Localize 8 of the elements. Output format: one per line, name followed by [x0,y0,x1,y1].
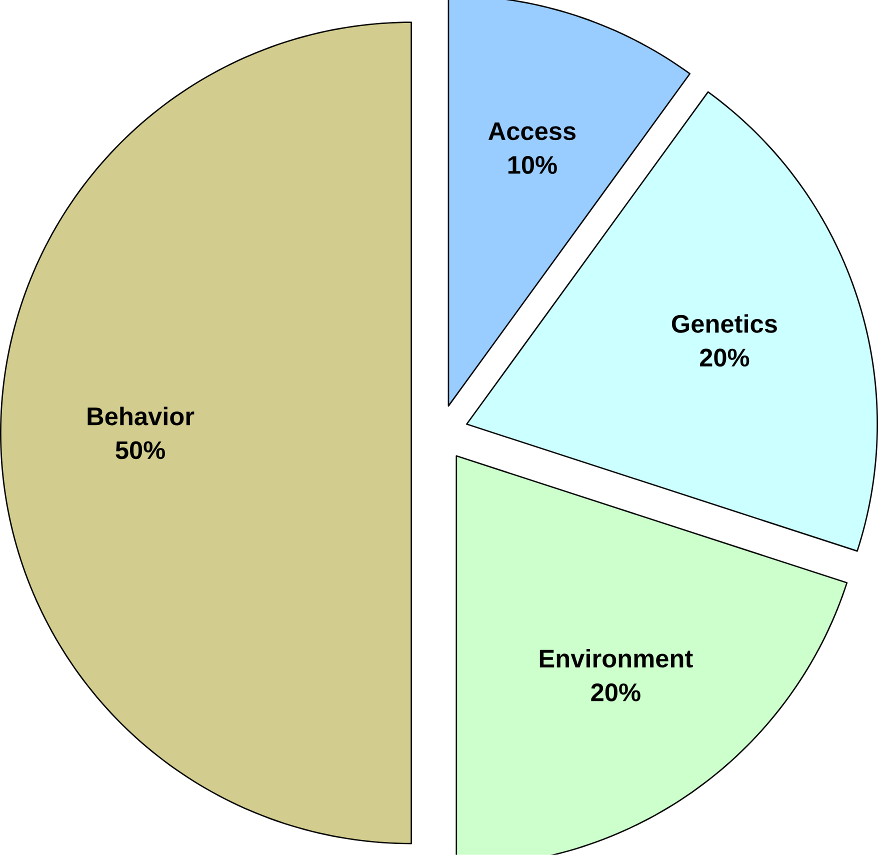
data-label: 20% [700,348,750,367]
slice-label: Genetics [672,314,777,333]
slice-label: Behavior [88,406,194,426]
data-label: 10% [508,156,557,174]
slice-label: Environment [540,649,693,668]
data-label: 50% [116,441,165,460]
data-label: 20% [591,684,640,702]
slice-label: Access [488,122,576,140]
